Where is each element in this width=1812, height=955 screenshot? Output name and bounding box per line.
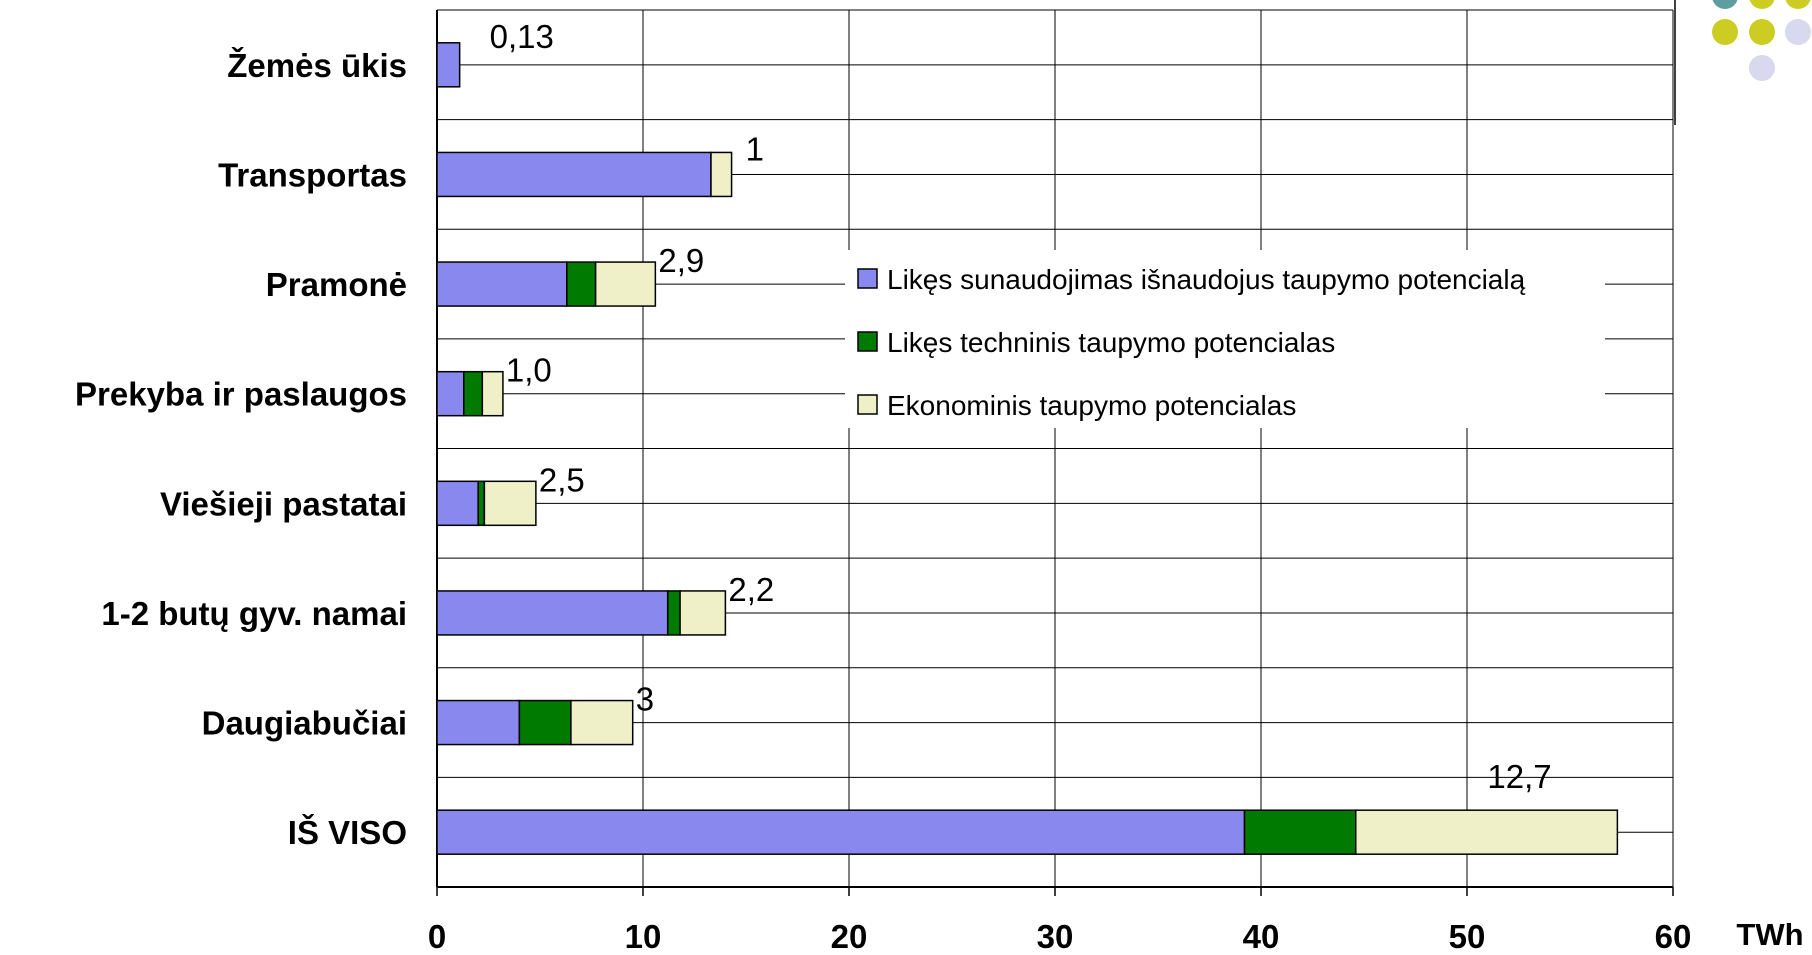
x-tick-label: 20 — [831, 918, 868, 955]
category-label: Daugiabučiai — [202, 705, 407, 742]
legend-swatch — [857, 394, 878, 415]
decorative-dot — [1749, 19, 1775, 45]
data-label: 2,2 — [728, 571, 774, 608]
decorative-dot — [1785, 19, 1811, 45]
data-label: 3 — [636, 681, 654, 718]
bar-segment-2 — [666, 590, 681, 636]
x-unit-label: TWh — [1736, 917, 1803, 952]
decorative-dot — [1749, 55, 1775, 81]
data-label: 1 — [746, 130, 764, 167]
bar-segment-3 — [710, 151, 733, 198]
category-label: Prekyba ir paslaugos — [75, 376, 407, 413]
bar-segment-3 — [481, 370, 504, 417]
bar-segment-1 — [436, 590, 669, 636]
decorative-dot — [1749, 0, 1775, 9]
decorative-dot — [1712, 0, 1738, 9]
bar-segment-2 — [518, 699, 572, 746]
decorative-dot — [1712, 19, 1738, 45]
bar-segment-2 — [566, 261, 597, 307]
category-label: Žemės ūkis — [227, 47, 407, 84]
legend: Likęs sunaudojimas išnaudojus taupymo po… — [845, 250, 1605, 428]
bar-segment-1 — [436, 809, 1246, 855]
x-tick-label: 50 — [1449, 918, 1486, 955]
data-label: 0,13 — [490, 18, 554, 55]
bar-segment-3 — [594, 261, 657, 307]
bar-segment-3 — [570, 699, 634, 746]
bar-segment-1 — [436, 699, 521, 746]
x-tick-label: 60 — [1655, 918, 1692, 955]
bar-segment-3 — [679, 590, 727, 636]
legend-label: Likęs sunaudojimas išnaudojus taupymo po… — [887, 264, 1526, 295]
legend-label: Likęs techninis taupymo potencialas — [887, 327, 1335, 358]
legend-label: Ekonominis taupymo potencialas — [887, 390, 1296, 421]
bar-segment-1 — [436, 370, 465, 417]
decoration — [1674, 0, 1811, 125]
category-label: Transportas — [218, 156, 407, 193]
bar-segment-1 — [436, 151, 712, 198]
x-tick-label: 30 — [1037, 918, 1074, 955]
x-tick-label: 0 — [428, 918, 446, 955]
legend-box — [845, 250, 1605, 428]
bar-segment-1 — [436, 480, 479, 527]
legend-swatch — [857, 331, 878, 352]
bar-segment-2 — [477, 480, 486, 527]
decorative-dot — [1785, 0, 1811, 9]
category-label: Pramonė — [266, 266, 407, 303]
x-tick-label: 10 — [625, 918, 662, 955]
bar-segment-1 — [436, 261, 568, 307]
bar-segment-1 — [436, 42, 461, 88]
data-label: 1,0 — [506, 352, 552, 389]
legend-swatch — [857, 268, 878, 289]
x-tick-label: 40 — [1243, 918, 1280, 955]
category-label: 1-2 butų gyv. namai — [101, 595, 407, 632]
bar-segment-2 — [1243, 809, 1357, 855]
bar-segment-3 — [483, 480, 537, 527]
bar-segment-3 — [1355, 809, 1619, 855]
labels: 0 10 20 30 40 50 60 TWh Žemės ūkis 0,13 Transporta… — [75, 18, 1804, 955]
category-label: Viešieji pastatai — [160, 485, 407, 522]
data-label: 12,7 — [1487, 758, 1551, 795]
data-label: 2,5 — [539, 461, 585, 498]
data-label: 2,9 — [658, 242, 704, 279]
category-label: IŠ VISO — [288, 813, 407, 851]
bar-segment-2 — [463, 370, 484, 417]
bars — [436, 42, 1619, 855]
